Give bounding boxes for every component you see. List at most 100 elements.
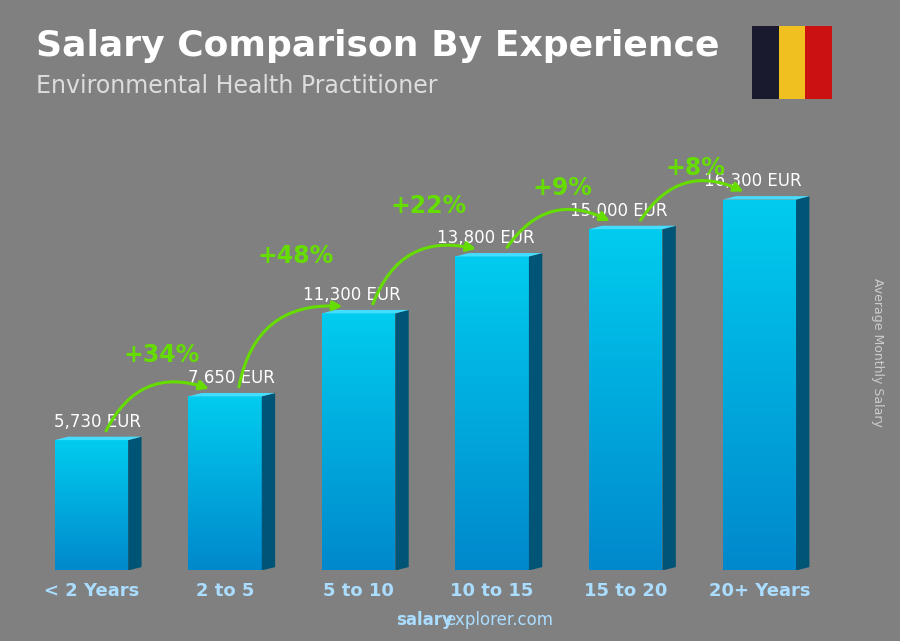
Bar bbox=[723, 399, 796, 404]
Bar bbox=[322, 317, 395, 320]
Bar bbox=[455, 264, 529, 268]
Bar bbox=[723, 562, 796, 566]
Bar bbox=[188, 442, 262, 444]
Bar bbox=[188, 505, 262, 508]
Bar bbox=[589, 540, 662, 545]
Bar bbox=[188, 520, 262, 522]
Bar bbox=[322, 567, 395, 570]
Bar bbox=[589, 413, 662, 417]
Bar bbox=[723, 408, 796, 413]
Bar bbox=[723, 218, 796, 223]
Bar bbox=[55, 504, 128, 505]
Bar bbox=[322, 368, 395, 371]
Bar bbox=[589, 442, 662, 447]
Bar bbox=[322, 381, 395, 384]
Bar bbox=[322, 513, 395, 516]
Bar bbox=[455, 441, 529, 445]
Polygon shape bbox=[662, 226, 676, 570]
Bar bbox=[188, 499, 262, 501]
Bar bbox=[723, 344, 796, 348]
Bar bbox=[188, 457, 262, 460]
Bar bbox=[723, 538, 796, 543]
Bar bbox=[322, 413, 395, 416]
Bar bbox=[55, 478, 128, 479]
Text: 16,300 EUR: 16,300 EUR bbox=[704, 172, 802, 190]
Bar bbox=[188, 533, 262, 536]
Bar bbox=[723, 478, 796, 483]
Bar bbox=[55, 553, 128, 554]
Bar bbox=[55, 499, 128, 501]
Bar bbox=[322, 503, 395, 506]
Bar bbox=[322, 387, 395, 390]
Bar bbox=[589, 362, 662, 365]
Bar bbox=[322, 422, 395, 426]
Bar bbox=[455, 551, 529, 555]
Bar bbox=[322, 516, 395, 519]
Bar bbox=[723, 353, 796, 357]
Bar bbox=[723, 315, 796, 320]
Bar bbox=[723, 380, 796, 385]
Bar bbox=[55, 525, 128, 526]
Bar bbox=[589, 490, 662, 494]
Bar bbox=[723, 209, 796, 213]
Bar bbox=[455, 370, 529, 374]
Bar bbox=[322, 336, 395, 339]
Bar bbox=[589, 328, 662, 331]
Bar bbox=[589, 426, 662, 429]
Bar bbox=[455, 410, 529, 413]
Bar bbox=[188, 488, 262, 490]
Bar bbox=[188, 470, 262, 472]
Bar bbox=[188, 547, 262, 549]
Bar bbox=[455, 299, 529, 304]
Polygon shape bbox=[589, 226, 676, 229]
Bar bbox=[188, 494, 262, 497]
Bar bbox=[589, 464, 662, 468]
Bar bbox=[322, 403, 395, 406]
Bar bbox=[188, 492, 262, 494]
Bar bbox=[723, 431, 796, 436]
Bar bbox=[322, 345, 395, 349]
Bar bbox=[723, 362, 796, 367]
Bar bbox=[55, 565, 128, 567]
Bar bbox=[188, 425, 262, 427]
Bar bbox=[455, 496, 529, 500]
Bar bbox=[723, 445, 796, 450]
Bar bbox=[723, 385, 796, 390]
Bar bbox=[723, 325, 796, 329]
Bar bbox=[55, 510, 128, 512]
Bar bbox=[455, 354, 529, 358]
Bar bbox=[723, 283, 796, 288]
Bar bbox=[55, 505, 128, 507]
Bar bbox=[723, 543, 796, 547]
Bar bbox=[55, 549, 128, 551]
Bar bbox=[455, 280, 529, 284]
Bar bbox=[188, 466, 262, 468]
Bar bbox=[723, 427, 796, 431]
Bar bbox=[723, 223, 796, 228]
Bar bbox=[589, 558, 662, 562]
Bar bbox=[55, 490, 128, 492]
Bar bbox=[55, 463, 128, 465]
Bar bbox=[55, 483, 128, 484]
Bar bbox=[188, 449, 262, 451]
Bar bbox=[723, 556, 796, 562]
Bar bbox=[55, 474, 128, 476]
Bar bbox=[55, 543, 128, 544]
Bar bbox=[455, 296, 529, 299]
Bar bbox=[188, 486, 262, 488]
Bar bbox=[55, 562, 128, 564]
Bar bbox=[455, 351, 529, 354]
Bar bbox=[723, 519, 796, 524]
Bar bbox=[455, 429, 529, 433]
Bar bbox=[455, 382, 529, 386]
Bar bbox=[723, 566, 796, 570]
Bar bbox=[55, 523, 128, 525]
Bar bbox=[188, 564, 262, 566]
Bar bbox=[455, 347, 529, 351]
Bar bbox=[188, 553, 262, 555]
Bar bbox=[455, 512, 529, 515]
Bar bbox=[188, 544, 262, 547]
Bar bbox=[188, 416, 262, 418]
Bar bbox=[589, 477, 662, 481]
Text: 5,730 EUR: 5,730 EUR bbox=[54, 413, 141, 431]
